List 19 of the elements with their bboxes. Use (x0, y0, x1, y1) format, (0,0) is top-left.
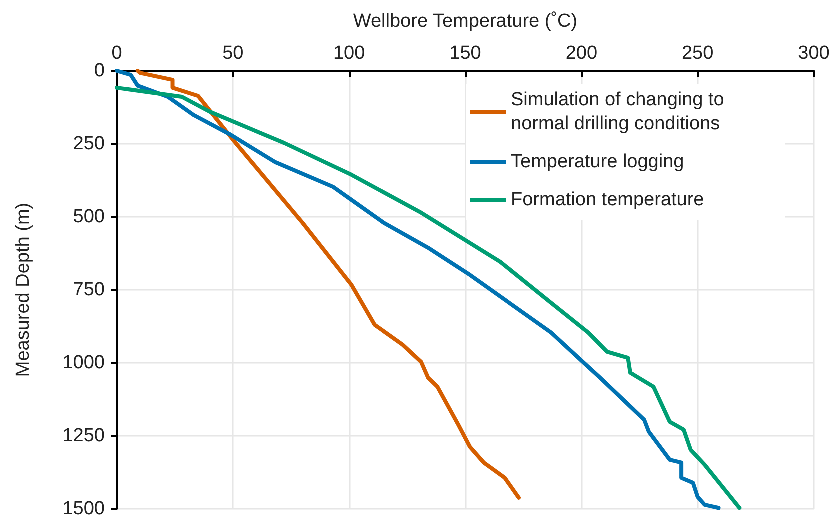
x-tick-label: 0 (112, 43, 122, 64)
x-tick-label: 200 (566, 43, 598, 64)
y-tick-label: 250 (73, 134, 105, 154)
y-tick-label: 750 (73, 280, 105, 300)
legend-label: Formation temperature (511, 190, 704, 210)
y-tick-label: 500 (73, 206, 105, 228)
legend-label: Temperature logging (511, 152, 684, 172)
legend-label: Simulation of changing to normal drilling conditions (511, 90, 730, 134)
x-tick-label: 250 (682, 43, 714, 64)
x-tick-label: 300 (798, 43, 830, 64)
y-tick-label: 1250 (62, 426, 105, 446)
y-tick-label: 1500 (62, 498, 105, 520)
x-tick-label: 100 (333, 43, 366, 64)
x-tick-label: 150 (450, 43, 482, 64)
y-axis-title: Measured Depth (m) (13, 202, 34, 378)
y-tick-label: 1000 (62, 352, 105, 374)
x-axis-title: Wellbore Temperature (˚C) (353, 11, 578, 32)
y-tick-label: 0 (94, 60, 105, 82)
x-tick-label: 50 (222, 43, 244, 64)
